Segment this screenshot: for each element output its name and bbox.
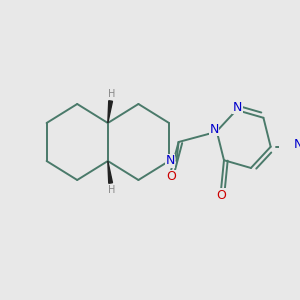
Text: N: N	[233, 100, 242, 113]
Text: O: O	[216, 189, 226, 202]
Text: H: H	[108, 89, 115, 99]
Polygon shape	[108, 101, 112, 123]
Text: N: N	[294, 138, 300, 151]
Text: O: O	[166, 170, 176, 184]
Polygon shape	[108, 161, 112, 183]
Text: N: N	[209, 123, 219, 136]
Text: N: N	[165, 154, 175, 167]
Text: H: H	[108, 185, 115, 195]
